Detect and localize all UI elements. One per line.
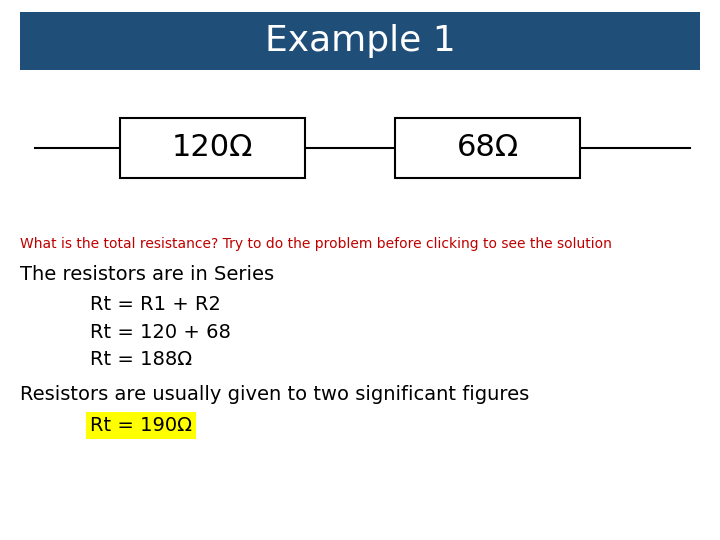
FancyBboxPatch shape — [120, 118, 305, 178]
Text: 120Ω: 120Ω — [172, 133, 253, 163]
Text: What is the total resistance? Try to do the problem before clicking to see the s: What is the total resistance? Try to do … — [20, 237, 612, 251]
Text: Rt = R1 + R2: Rt = R1 + R2 — [90, 295, 221, 314]
Text: Rt = 190Ω: Rt = 190Ω — [90, 416, 192, 435]
Text: Rt = 120 + 68: Rt = 120 + 68 — [90, 323, 231, 342]
Text: 68Ω: 68Ω — [456, 133, 518, 163]
FancyBboxPatch shape — [395, 118, 580, 178]
Text: The resistors are in Series: The resistors are in Series — [20, 265, 274, 284]
Text: Example 1: Example 1 — [265, 24, 455, 58]
Text: Rt = 188Ω: Rt = 188Ω — [90, 350, 192, 369]
FancyBboxPatch shape — [20, 12, 700, 70]
Text: Resistors are usually given to two significant figures: Resistors are usually given to two signi… — [20, 385, 529, 404]
